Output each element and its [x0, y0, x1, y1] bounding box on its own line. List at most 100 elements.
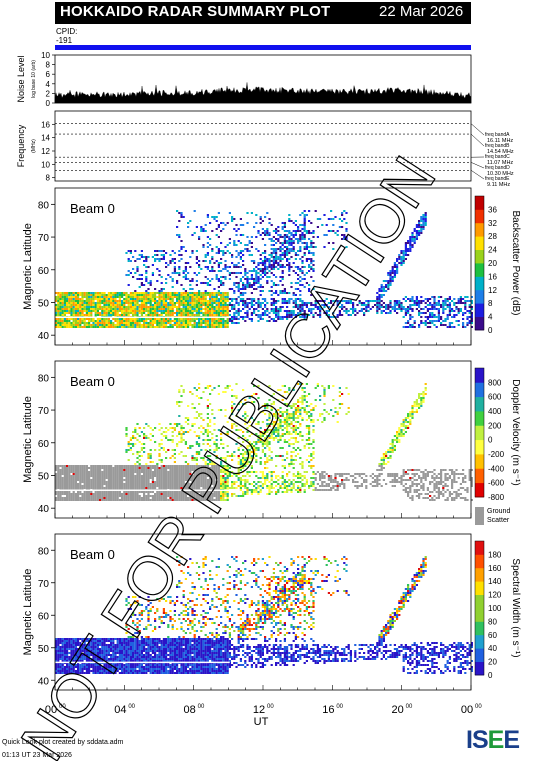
power-cell: [226, 250, 229, 252]
velocity-cell: [184, 499, 187, 501]
velocity-cell: [123, 471, 126, 473]
power-cell: [162, 288, 165, 290]
power-cell: [242, 282, 245, 284]
velocity-cell: [114, 465, 117, 467]
velocity-cell: [156, 477, 159, 479]
power-cell: [264, 216, 267, 218]
power-cell: [308, 284, 311, 286]
velocity-cell: [226, 451, 229, 453]
power-cell: [398, 300, 401, 302]
velocity-cell: [105, 493, 108, 495]
velocity-cell: [195, 471, 198, 473]
power-cell: [402, 298, 405, 300]
power-cell: [235, 244, 238, 246]
power-cell: [147, 298, 150, 300]
power-cell: [209, 322, 212, 324]
power-cell: [470, 308, 473, 310]
power-cell: [92, 326, 95, 328]
power-cell: [121, 318, 124, 320]
velocity-cell: [165, 481, 168, 483]
power-cell: [176, 280, 179, 282]
power-cell: [88, 298, 91, 300]
velocity-cell: [235, 397, 238, 399]
power-cell: [396, 308, 399, 310]
velocity-cell: [198, 481, 201, 483]
velocity-cell: [105, 475, 108, 477]
velocity-cell: [127, 465, 130, 467]
velocity-cell: [242, 441, 245, 443]
power-cell: [404, 244, 407, 246]
power-cell: [233, 272, 236, 274]
velocity-cell: [143, 451, 146, 453]
power-cell: [96, 302, 99, 304]
power-cell: [79, 304, 82, 306]
power-cell: [209, 262, 212, 264]
power-cell: [299, 276, 302, 278]
velocity-cell: [156, 463, 159, 465]
power-cell: [215, 302, 218, 304]
power-colorbar-label: Backscatter Power (dB): [510, 210, 521, 315]
power-cell: [341, 212, 344, 214]
power-cell: [211, 314, 214, 316]
power-cell: [145, 280, 148, 282]
power-cell: [70, 322, 73, 324]
velocity-cell: [231, 405, 234, 407]
velocity-cell: [136, 451, 139, 453]
power-cell: [112, 306, 115, 308]
power-cell: [424, 222, 427, 224]
velocity-cell: [242, 485, 245, 487]
power-cell: [303, 228, 306, 230]
velocity-cell: [191, 481, 194, 483]
velocity-cell: [184, 417, 187, 419]
power-cell: [446, 298, 449, 300]
power-cell: [103, 308, 106, 310]
velocity-cell: [121, 465, 124, 467]
power-cell: [217, 212, 220, 214]
frequency-ytick-label: 12: [41, 147, 50, 156]
power-cell: [257, 306, 260, 308]
power-cell: [116, 318, 119, 320]
power-cell: [345, 238, 348, 240]
power-cell: [154, 310, 157, 312]
power-cell: [215, 308, 218, 310]
velocity-cell: [165, 431, 168, 433]
power-cell: [149, 294, 152, 296]
power-cell: [162, 320, 165, 322]
power-cell: [112, 326, 115, 328]
velocity-cell: [239, 445, 242, 447]
power-cell: [61, 296, 64, 298]
power-cell: [61, 312, 64, 314]
power-cell: [231, 306, 234, 308]
power-cell: [244, 306, 247, 308]
power-cell: [253, 268, 256, 270]
power-cell: [266, 260, 269, 262]
velocity-cell: [189, 479, 192, 481]
power-cell: [349, 302, 352, 304]
power-cell: [200, 296, 203, 298]
power-cell: [198, 322, 201, 324]
power-cell: [237, 282, 240, 284]
velocity-cell: [200, 497, 203, 499]
power-cell: [380, 310, 383, 312]
velocity-cell: [195, 411, 198, 413]
velocity-cell: [195, 389, 198, 391]
velocity-cell: [57, 475, 60, 477]
power-cell: [444, 308, 447, 310]
power-cell: [180, 326, 183, 328]
power-cell: [171, 294, 174, 296]
frequency-ytick-label: 16: [41, 120, 50, 129]
frequency-band-label: freq bandB: [485, 143, 510, 149]
velocity-cell: [222, 465, 225, 467]
power-cell: [136, 320, 139, 322]
velocity-cell: [123, 491, 126, 493]
power-cell: [303, 248, 306, 250]
power-cell: [202, 322, 205, 324]
power-cell: [297, 250, 300, 252]
power-cell: [264, 256, 267, 258]
power-cell: [228, 302, 231, 304]
power-cell: [286, 258, 289, 260]
power-cell: [448, 312, 451, 314]
power-cell: [237, 314, 240, 316]
velocity-cell: [178, 473, 181, 475]
